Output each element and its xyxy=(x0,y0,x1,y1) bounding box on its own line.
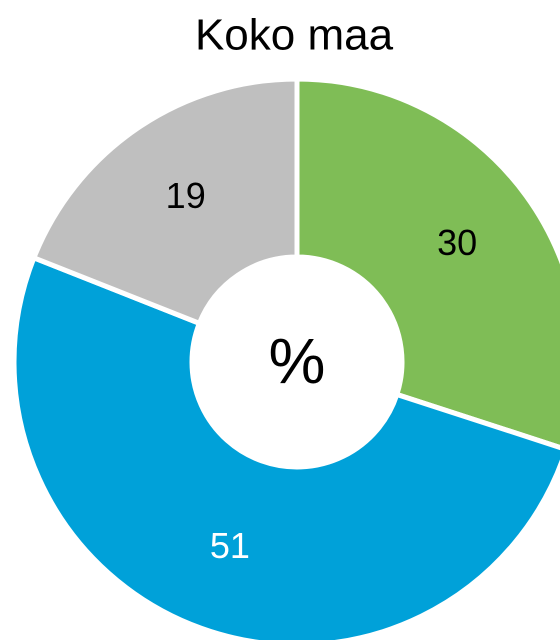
donut-slice xyxy=(11,254,560,640)
data-label: 30 xyxy=(437,222,477,263)
chart-title: Koko maa xyxy=(195,11,394,60)
data-label: 19 xyxy=(166,175,206,216)
donut-slice xyxy=(294,76,560,451)
data-label: 51 xyxy=(210,525,250,566)
donut-slice xyxy=(30,76,300,327)
center-label: % xyxy=(269,325,326,397)
